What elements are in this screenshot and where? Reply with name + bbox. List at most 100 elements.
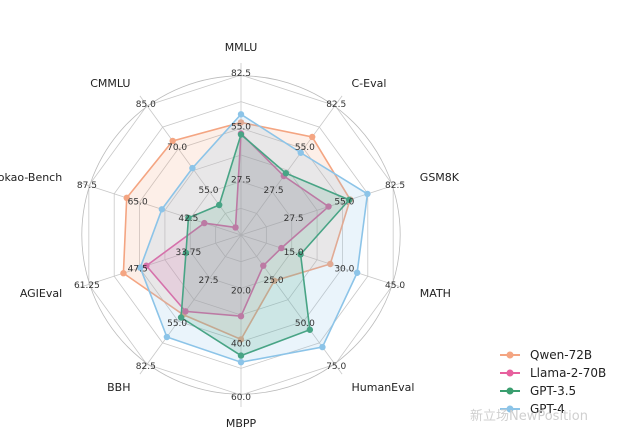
tick-label: 82.5 <box>136 362 156 372</box>
legend-swatch-marker <box>506 351 514 359</box>
tick-label: 33.75 <box>175 248 201 258</box>
tick-label: 70.0 <box>167 143 187 153</box>
series-point <box>327 260 334 268</box>
series-point <box>120 270 127 277</box>
radar-tick-labels: 27.5 55.0 82.5 27.5 55.0 82.5 27.5 55.0 82.5 15.0… <box>74 69 405 403</box>
legend-label: Qwen-72B <box>530 348 592 362</box>
series-point <box>271 277 278 285</box>
tick-label: 75.0 <box>326 362 346 372</box>
tick-label: 55.0 <box>295 143 315 153</box>
tick-label: 82.5 <box>385 181 405 191</box>
axis-label: BBH <box>107 381 130 394</box>
series-point <box>185 214 192 222</box>
series-point <box>237 111 245 118</box>
legend-item: Qwen-72B <box>500 348 592 362</box>
tick-label: 27.5 <box>231 176 251 186</box>
axis-label: AGIEval <box>20 287 62 300</box>
tick-label: 45.0 <box>385 281 405 291</box>
series-point <box>158 206 166 213</box>
series-point <box>143 262 150 269</box>
tick-label: 50.0 <box>295 319 315 329</box>
tick-label: 60.0 <box>231 393 251 403</box>
series-point <box>345 196 353 204</box>
axis-label: MBPP <box>226 417 257 430</box>
radar-axis-labels: MMLU C-Eval GSM8K MATH HumanEval MBPP BBH AGIEv… <box>0 41 460 430</box>
grid-spoke <box>139 234 242 375</box>
series-point <box>364 190 371 198</box>
series-point <box>237 352 245 359</box>
series-point <box>282 170 290 177</box>
legend-item: GPT-4 <box>500 402 565 416</box>
tick-label: 55.0 <box>198 186 218 196</box>
tick-label: 30.0 <box>334 265 354 275</box>
series-point <box>169 137 176 145</box>
legend-item: Llama-2-70B <box>500 366 606 380</box>
grid-spoke <box>240 95 343 236</box>
series-point <box>201 219 208 227</box>
series-point <box>306 326 314 333</box>
axis-label: Gaokao-Bench <box>0 171 62 184</box>
legend-swatch-marker <box>506 405 514 413</box>
legend-label: Llama-2-70B <box>530 366 606 380</box>
axis-label: MMLU <box>225 41 258 54</box>
tick-label: 82.5 <box>231 69 251 79</box>
legend-label: GPT-4 <box>530 402 565 416</box>
series-point <box>297 251 304 258</box>
series-point <box>237 336 245 343</box>
series-point <box>189 164 196 172</box>
tick-label: 25.0 <box>264 276 284 286</box>
series-point <box>216 201 223 209</box>
series-point <box>123 194 130 202</box>
series-point <box>297 149 304 156</box>
tick-label: 55.0 <box>231 122 251 132</box>
axis-label: HumanEval <box>352 381 415 394</box>
series-point <box>237 359 245 366</box>
series-point <box>232 224 239 231</box>
series-point <box>137 264 144 271</box>
series-point <box>237 131 245 138</box>
watermark-text: 新立场NewPosition <box>470 408 588 424</box>
axis-label: GSM8K <box>420 171 460 184</box>
tick-label: 27.5 <box>198 276 218 286</box>
tick-label: 55.0 <box>334 197 354 207</box>
tick-label: 82.5 <box>326 100 346 110</box>
grid-spoke <box>240 181 405 236</box>
tick-label: 27.5 <box>284 214 304 224</box>
tick-label: 55.0 <box>167 319 187 329</box>
tick-label: 87.5 <box>77 181 97 191</box>
grid-spoke <box>139 95 242 236</box>
series-point <box>182 249 190 257</box>
series-point <box>182 308 189 315</box>
grid-spoke <box>77 234 242 289</box>
tick-label: 27.5 <box>264 186 284 196</box>
series-point <box>237 313 245 320</box>
series-point <box>237 119 245 126</box>
series-point <box>309 133 316 141</box>
series-point <box>319 343 326 351</box>
radar-series <box>120 111 371 366</box>
legend-swatch-marker <box>506 369 514 377</box>
tick-label: 40.0 <box>231 340 251 350</box>
series-group <box>177 131 353 359</box>
axis-label: MATH <box>420 287 451 300</box>
legend-item: GPT-3.5 <box>500 384 576 398</box>
series-point <box>260 262 267 269</box>
legend-swatch-marker <box>506 387 514 395</box>
axis-label: C-Eval <box>352 77 387 90</box>
tick-label: 42.5 <box>178 214 198 224</box>
tick-label: 15.0 <box>284 248 304 258</box>
series-point <box>163 333 171 341</box>
series-point <box>278 244 285 252</box>
tick-label: 61.25 <box>74 281 100 291</box>
tick-label: 85.0 <box>136 100 156 110</box>
tick-label: 20.0 <box>231 286 251 296</box>
grid-spoke <box>240 234 343 375</box>
series-group <box>137 111 371 366</box>
tick-label: 47.5 <box>128 265 148 275</box>
legend-label: GPT-3.5 <box>530 384 576 398</box>
axis-label: CMMLU <box>90 77 130 90</box>
series-point <box>325 203 332 210</box>
grid-spoke <box>240 234 405 289</box>
tick-label: 65.0 <box>128 197 148 207</box>
